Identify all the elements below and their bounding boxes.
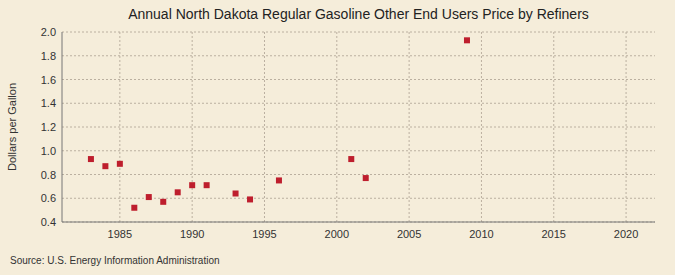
x-tick-label: 2000 xyxy=(325,228,349,240)
y-tick-label: 0.8 xyxy=(41,169,56,181)
x-tick-label: 2005 xyxy=(397,228,421,240)
grid-line xyxy=(553,32,554,222)
y-axis xyxy=(62,32,63,222)
y-tick-label: 0.4 xyxy=(41,216,56,228)
chart: 0.4 0.6 0.8 1.0 1.2 1.4 1.6 1.8 2.0 1985 1990 1995 2… xyxy=(0,0,675,275)
grid xyxy=(62,32,655,222)
y-tick-label: 1.0 xyxy=(41,145,56,157)
point xyxy=(146,194,152,200)
source: Source: U.S. Energy Information Administ… xyxy=(10,255,220,266)
point xyxy=(189,182,195,188)
grid-line xyxy=(62,150,655,151)
x-tick-label: 2020 xyxy=(614,228,638,240)
grid-line xyxy=(62,79,655,80)
point xyxy=(363,175,369,181)
grid-line xyxy=(626,32,627,222)
point xyxy=(117,161,123,167)
point xyxy=(348,156,354,162)
y-tick-label: 0.6 xyxy=(41,192,56,204)
point xyxy=(276,177,282,183)
grid-line xyxy=(62,174,655,175)
x-tick-label: 2010 xyxy=(469,228,493,240)
x-axis xyxy=(62,222,655,223)
point xyxy=(464,37,470,43)
y-axis-label: Dollars per Gallon xyxy=(6,83,18,171)
point xyxy=(175,189,181,195)
grid-line xyxy=(62,55,655,56)
y-tick-label: 1.2 xyxy=(41,121,56,133)
point xyxy=(204,182,210,188)
point xyxy=(131,205,137,211)
grid-line xyxy=(62,32,655,33)
point xyxy=(160,199,166,205)
grid-line xyxy=(62,127,655,128)
x-tick-label: 2015 xyxy=(542,228,566,240)
point xyxy=(233,191,239,197)
y-tick-label: 1.8 xyxy=(41,50,56,62)
point xyxy=(102,163,108,169)
grid-line xyxy=(481,32,482,222)
point xyxy=(247,196,253,202)
y-tick-label: 1.4 xyxy=(41,97,56,109)
x-tick-label: 1990 xyxy=(180,228,204,240)
points xyxy=(88,37,470,210)
point xyxy=(88,156,94,162)
y-tick-label: 1.6 xyxy=(41,74,56,86)
x-tick-label: 1985 xyxy=(108,228,132,240)
grid-line xyxy=(336,32,337,222)
y-tick-label: 2.0 xyxy=(41,26,56,38)
x-tick-label: 1995 xyxy=(252,228,276,240)
background xyxy=(0,0,675,275)
grid-line xyxy=(62,103,655,104)
grid-line xyxy=(192,32,193,222)
grid-line xyxy=(119,32,120,222)
title: Annual North Dakota Regular Gasoline Oth… xyxy=(128,6,589,22)
grid-line xyxy=(264,32,265,222)
grid-line xyxy=(409,32,410,222)
grid-line xyxy=(62,222,655,223)
axes: 0.4 0.6 0.8 1.0 1.2 1.4 1.6 1.8 2.0 1985 1990 1995 2… xyxy=(41,26,655,240)
